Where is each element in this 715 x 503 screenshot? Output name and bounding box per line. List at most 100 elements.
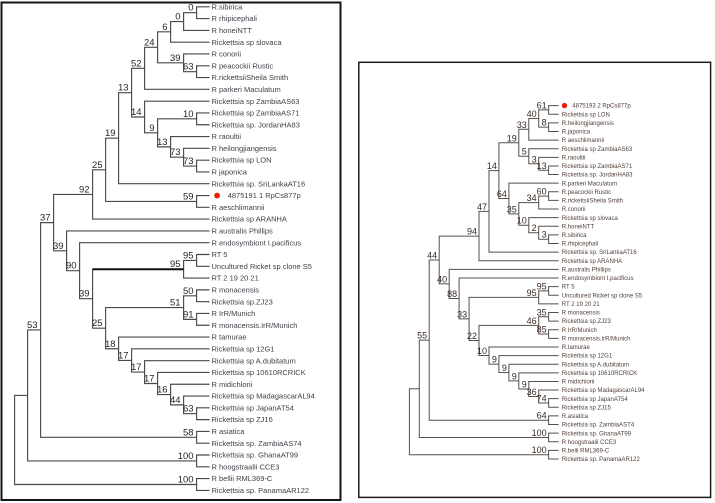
svg-text:R midichlorii: R midichlorii — [562, 380, 595, 386]
svg-text:0: 0 — [188, 3, 193, 14]
svg-text:95: 95 — [170, 259, 181, 270]
svg-text:46: 46 — [527, 316, 537, 326]
svg-text:16: 16 — [157, 385, 168, 396]
svg-text:R hoogstraalii CCE3: R hoogstraalii CCE3 — [212, 462, 280, 471]
svg-text:9: 9 — [502, 363, 507, 373]
svg-text:RT 5: RT 5 — [212, 250, 228, 259]
svg-text:Rickettsia sp 12G1: Rickettsia sp 12G1 — [212, 345, 275, 354]
svg-text:R monacensis.IrR/Munich: R monacensis.IrR/Munich — [212, 321, 298, 330]
svg-text:R IrR/Munich: R IrR/Munich — [212, 309, 256, 318]
svg-text:64: 64 — [497, 189, 507, 199]
svg-text:8: 8 — [542, 118, 547, 128]
svg-text:25: 25 — [92, 160, 103, 171]
svg-text:90: 90 — [66, 261, 77, 272]
svg-text:10: 10 — [517, 216, 527, 226]
svg-text:40: 40 — [527, 109, 537, 119]
svg-text:63: 63 — [183, 62, 194, 73]
svg-text:R.sibirica: R.sibirica — [212, 2, 244, 11]
svg-text:R.conorii: R.conorii — [562, 207, 586, 213]
svg-text:Rickettsia sp 10610RCRICK: Rickettsia sp 10610RCRICK — [212, 368, 306, 377]
svg-text:35: 35 — [537, 307, 547, 317]
svg-text:91: 91 — [183, 309, 194, 320]
svg-text:13: 13 — [157, 137, 168, 148]
svg-text:Rickettsia sp. GhanaAT99: Rickettsia sp. GhanaAT99 — [212, 451, 299, 460]
svg-text:R rhipicephali: R rhipicephali — [212, 14, 258, 23]
svg-text:Rickettsia sp slovaca: Rickettsia sp slovaca — [212, 38, 283, 47]
svg-text:R endosymbiont I.pacificus: R endosymbiont I.pacificus — [212, 238, 302, 247]
svg-text:R.rickettsiiSheila Smith: R.rickettsiiSheila Smith — [562, 199, 623, 205]
svg-text:5: 5 — [522, 147, 527, 157]
svg-text:Rickettsia sp ZJ16: Rickettsia sp ZJ16 — [212, 415, 273, 424]
svg-text:25: 25 — [92, 318, 103, 329]
svg-text:R IrR/Munich: R IrR/Munich — [562, 328, 597, 334]
svg-text:73: 73 — [170, 147, 181, 158]
svg-text:50: 50 — [183, 286, 194, 297]
svg-text:40: 40 — [437, 274, 447, 284]
svg-text:Rickettsia sp A.dubitatum: Rickettsia sp A.dubitatum — [562, 362, 629, 368]
svg-text:R.tamurae: R.tamurae — [562, 345, 591, 351]
svg-text:10: 10 — [183, 109, 194, 120]
svg-text:R midichlorii: R midichlorii — [212, 380, 253, 389]
svg-text:6: 6 — [162, 22, 167, 33]
svg-text:55: 55 — [417, 331, 427, 341]
svg-text:R aeschlimannii: R aeschlimannii — [212, 203, 265, 212]
svg-text:100: 100 — [532, 445, 547, 455]
svg-text:39: 39 — [79, 289, 90, 300]
svg-text:R raoultii: R raoultii — [212, 132, 242, 141]
svg-text:17: 17 — [118, 351, 129, 362]
svg-text:Rickettsia sp ZambiaAS71: Rickettsia sp ZambiaAS71 — [562, 164, 633, 170]
svg-text:18: 18 — [105, 339, 116, 350]
svg-text:53: 53 — [27, 320, 38, 331]
svg-text:R australis Phillips: R australis Phillips — [212, 227, 274, 236]
svg-text:Rickettsia sp. PanamaAR122: Rickettsia sp. PanamaAR122 — [562, 457, 641, 463]
svg-text:44: 44 — [170, 395, 181, 406]
svg-text:85: 85 — [537, 325, 547, 335]
svg-text:Rickettsia sp MadagascarAL94: Rickettsia sp MadagascarAL94 — [212, 392, 315, 401]
svg-text:Rickettsia sp.ZJ23: Rickettsia sp.ZJ23 — [212, 297, 273, 306]
svg-text:60: 60 — [537, 187, 547, 197]
svg-text:9: 9 — [492, 355, 497, 365]
svg-text:63: 63 — [183, 404, 194, 415]
svg-text:R bellii RML369-C: R bellii RML369-C — [212, 474, 273, 483]
svg-text:Rickettsia sp slovaca: Rickettsia sp slovaca — [562, 216, 619, 222]
svg-text:94: 94 — [467, 227, 477, 237]
svg-text:R.japonica: R.japonica — [562, 130, 591, 136]
svg-text:9: 9 — [522, 380, 527, 390]
svg-text:37: 37 — [40, 213, 51, 224]
svg-text:2: 2 — [532, 223, 537, 233]
svg-text:R.asiatica: R.asiatica — [562, 414, 589, 420]
svg-text:R.rhipicephali: R.rhipicephali — [562, 242, 598, 248]
svg-text:R.honeiNTT: R.honeiNTT — [562, 224, 595, 230]
svg-text:92: 92 — [79, 185, 90, 196]
svg-text:39: 39 — [170, 53, 181, 64]
svg-text:Rickettsia sp. SriLankaAT16: Rickettsia sp. SriLankaAT16 — [212, 179, 306, 188]
svg-text:9: 9 — [149, 123, 154, 134]
svg-text:Rickettsia sp. ZambiaAST4: Rickettsia sp. ZambiaAST4 — [562, 423, 635, 429]
svg-text:95: 95 — [527, 288, 537, 298]
svg-text:58: 58 — [183, 427, 194, 438]
svg-text:Rickettsia sp ARANHA: Rickettsia sp ARANHA — [212, 215, 287, 224]
svg-text:73: 73 — [183, 156, 194, 167]
svg-text:R japonica: R japonica — [212, 168, 248, 177]
svg-text:R.endosymbiont I.pacificus: R.endosymbiont I.pacificus — [562, 276, 634, 282]
svg-text:R.belli RML369-C: R.belli RML369-C — [562, 449, 610, 455]
svg-text:14: 14 — [487, 161, 497, 171]
svg-text:100: 100 — [178, 451, 194, 462]
svg-text:22: 22 — [467, 331, 477, 341]
svg-text:Rickettsia sp ZambiaAS71: Rickettsia sp ZambiaAS71 — [212, 109, 300, 118]
svg-text:0: 0 — [175, 12, 180, 23]
svg-text:9: 9 — [512, 371, 517, 381]
svg-text:R.peacockii Rustic: R.peacockii Rustic — [562, 190, 611, 196]
svg-text:13: 13 — [537, 161, 547, 171]
svg-text:Rickettsia sp. ZambiaAS74: Rickettsia sp. ZambiaAS74 — [212, 439, 302, 448]
svg-text:Rickettsia sp. SriLankaAT16: Rickettsia sp. SriLankaAT16 — [562, 250, 638, 256]
svg-text:Rickettsia sp ARANHA: Rickettsia sp ARANHA — [562, 259, 622, 265]
svg-text:RT 5: RT 5 — [562, 285, 575, 291]
svg-text:Uncultured Ricket sp clone S5: Uncultured Ricket sp clone S5 — [212, 262, 312, 271]
svg-text:34: 34 — [527, 193, 537, 203]
svg-text:61: 61 — [537, 100, 547, 110]
svg-text:Rickettsia sp JapanAT54: Rickettsia sp JapanAT54 — [562, 397, 629, 403]
svg-text:51: 51 — [170, 298, 181, 309]
svg-text:R aeschlimannii: R aeschlimannii — [562, 138, 604, 144]
svg-text:24: 24 — [144, 37, 155, 48]
